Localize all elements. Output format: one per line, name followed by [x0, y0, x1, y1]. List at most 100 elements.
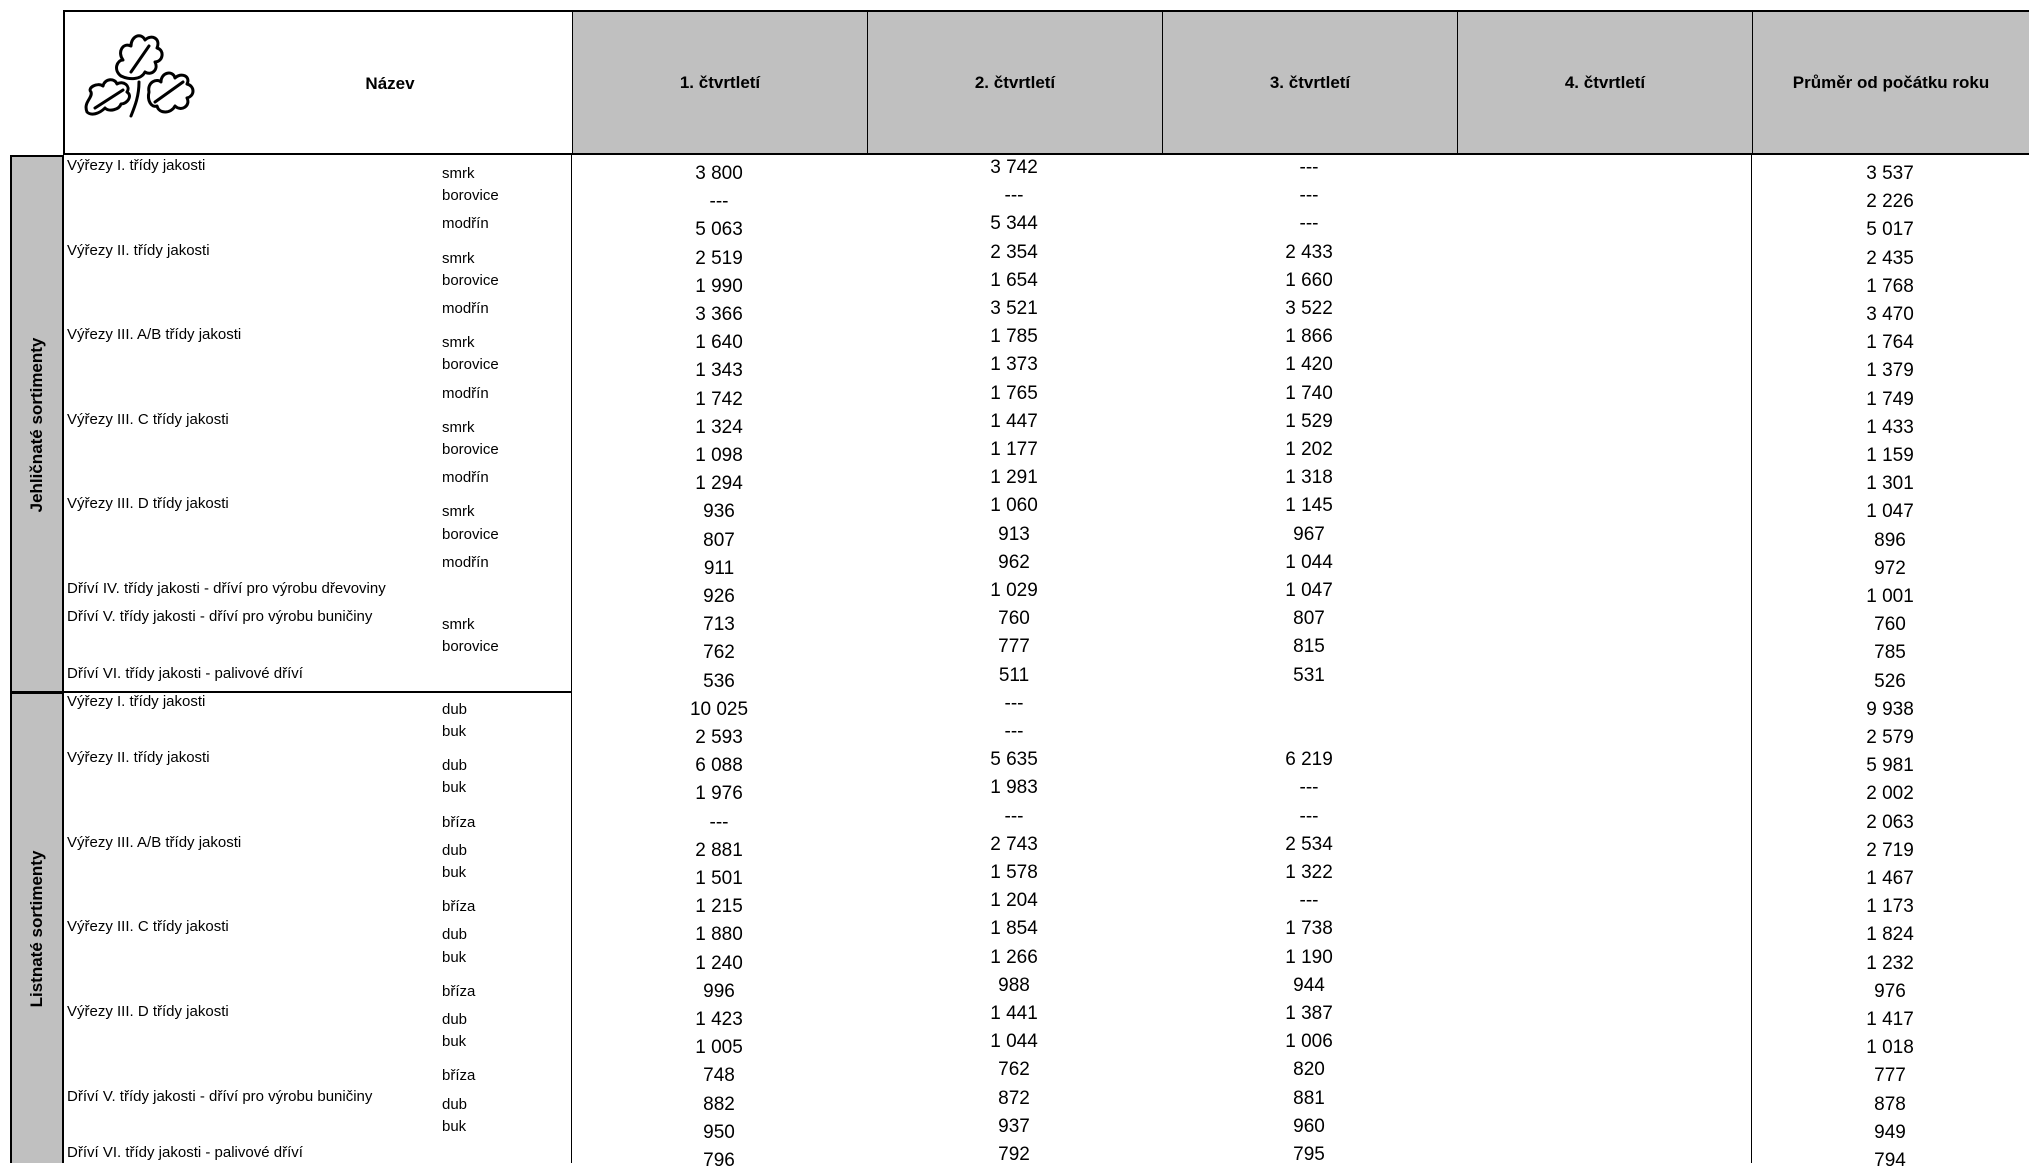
- cell-q3: ---: [1299, 890, 1319, 912]
- cell-q1: 1 501: [695, 868, 743, 889]
- cell-q2: 1 765: [990, 382, 1038, 404]
- cell-q3: ---: [1299, 185, 1319, 207]
- group-label-deciduous: Listnaté sortimenty: [10, 692, 64, 1163]
- cell-q1: 1 240: [695, 952, 743, 974]
- cell-avg: 1 379: [1866, 360, 1914, 382]
- column-divider: [571, 155, 572, 1163]
- cell-avg: 972: [1874, 557, 1906, 579]
- cell-q1: 1 005: [695, 1037, 743, 1059]
- cell-q3: 1 387: [1285, 1003, 1333, 1024]
- cell-q3: 1 190: [1285, 946, 1333, 968]
- table-row: bříza --- --- --- 2 063: [64, 806, 2029, 834]
- cell-q3: 944: [1293, 974, 1325, 996]
- row-species: smrk: [442, 334, 475, 352]
- cell-q1: 996: [703, 980, 735, 1002]
- cell-avg: 1 764: [1866, 332, 1914, 354]
- cell-q3: 820: [1293, 1059, 1325, 1081]
- cell-avg: 5 017: [1866, 219, 1914, 241]
- table-row: borovice 1 343 1 373 1 420 1 379: [64, 354, 2029, 382]
- table-row: buk 950 937 960 949: [64, 1116, 2029, 1144]
- row-species: buk: [442, 779, 467, 797]
- row-species: smrk: [442, 418, 475, 436]
- cell-q1: ---: [709, 191, 729, 213]
- cell-q2: ---: [1004, 692, 1024, 714]
- row-species: bříza: [442, 813, 476, 831]
- group-label-text: Listnaté sortimenty: [27, 850, 46, 1007]
- cell-q3: 1 322: [1285, 862, 1333, 883]
- cell-q3: 1 866: [1285, 326, 1333, 348]
- cell-q2: 760: [998, 608, 1030, 630]
- row-name: Dříví VI. třídy jakosti - palivové dříví: [67, 664, 303, 682]
- table-row: Dříví VI. třídy jakosti - palivové dříví…: [64, 665, 2029, 693]
- cell-q1: 1 976: [695, 783, 743, 805]
- header-name-label: Název: [365, 74, 415, 93]
- row-species: smrk: [442, 165, 475, 182]
- cell-q1: 2 519: [695, 247, 743, 269]
- cell-q2: 511: [998, 664, 1030, 686]
- cell-q2: 3 521: [990, 298, 1038, 319]
- cell-q1: 10 025: [689, 698, 749, 720]
- cell-q2: 1 373: [990, 354, 1038, 376]
- cell-q3: 1 202: [1285, 439, 1333, 460]
- cell-q3: ---: [1299, 777, 1319, 799]
- header-name-cell: Název: [63, 10, 572, 155]
- table-row: Dříví V. třídy jakosti - dříví pro výrob…: [64, 1088, 2029, 1116]
- cell-q3: 1 318: [1285, 467, 1333, 489]
- row-species: buk: [442, 1117, 467, 1135]
- cell-q2: 1 578: [990, 862, 1038, 883]
- row-species: dub: [442, 841, 468, 859]
- cell-q3: 1 044: [1285, 551, 1333, 573]
- cell-q2: 762: [998, 1059, 1030, 1081]
- cell-q1: 911: [703, 557, 735, 579]
- table-row: bříza 996 988 944 976: [64, 975, 2029, 1003]
- cell-q3: 795: [1293, 1144, 1325, 1165]
- cell-q2: 1 447: [990, 410, 1038, 432]
- cell-q3: 1 047: [1285, 580, 1333, 601]
- cell-q1: 882: [703, 1093, 735, 1115]
- table-row: Výřezy II. třídy jakosti dub 6 088 5 635 6 2…: [64, 749, 2029, 777]
- cell-avg: 1 467: [1866, 868, 1914, 889]
- cell-q1: 6 088: [695, 755, 743, 777]
- cell-q2: 777: [998, 636, 1030, 658]
- cell-q2: 913: [998, 523, 1030, 545]
- oak-leaves-icon: [84, 34, 195, 118]
- table-row: borovice 1 098 1 177 1 202 1 159: [64, 439, 2029, 467]
- row-name: Výřezy II. třídy jakosti: [67, 749, 210, 767]
- cell-q3: 531: [1293, 664, 1325, 686]
- group-label-coniferous: Jehličnaté sortimenty: [10, 155, 64, 693]
- row-species: dub: [442, 700, 468, 718]
- cell-q2: 1 441: [990, 1003, 1038, 1024]
- cell-q1: 936: [703, 501, 735, 523]
- cell-q1: 1 098: [695, 445, 743, 466]
- row-species: smrk: [442, 249, 475, 267]
- header-q3: 3. čtvrtletí: [1162, 10, 1457, 155]
- table-row: modřín 1 742 1 765 1 740 1 749: [64, 383, 2029, 411]
- row-species: modřín: [442, 215, 489, 233]
- cell-q3: 881: [1293, 1087, 1325, 1109]
- cell-avg: 2 435: [1866, 247, 1914, 269]
- table-row: bříza 748 762 820 777: [64, 1059, 2029, 1087]
- row-species: dub: [442, 757, 468, 775]
- cell-avg: 949: [1874, 1121, 1906, 1143]
- cell-avg: 976: [1874, 980, 1906, 1002]
- cell-q1: 5 063: [695, 219, 743, 241]
- table-row: Výřezy III. A/B třídy jakosti dub 2 881 2 7…: [64, 834, 2029, 862]
- cell-q1: 796: [703, 1150, 735, 1171]
- cell-q1: 926: [703, 586, 735, 607]
- row-species: smrk: [442, 616, 475, 634]
- cell-q1: 950: [703, 1121, 735, 1143]
- cell-avg: 5 981: [1866, 755, 1914, 777]
- table-row: bříza 1 215 1 204 --- 1 173: [64, 890, 2029, 918]
- table-row: borovice --- --- --- 2 226: [64, 185, 2029, 213]
- cell-avg: 2 002: [1866, 783, 1914, 805]
- table-row: Výřezy III. C třídy jakosti dub 1 880 1 854…: [64, 918, 2029, 946]
- cell-avg: 2 226: [1866, 191, 1914, 213]
- cell-avg: 1 824: [1866, 924, 1914, 946]
- cell-q1: 807: [703, 529, 735, 551]
- cell-avg: 896: [1874, 529, 1906, 551]
- cell-avg: 2 579: [1866, 727, 1914, 748]
- cell-q3: ---: [1299, 157, 1319, 178]
- cell-q2: ---: [1004, 721, 1024, 742]
- cell-avg: 1 232: [1866, 952, 1914, 974]
